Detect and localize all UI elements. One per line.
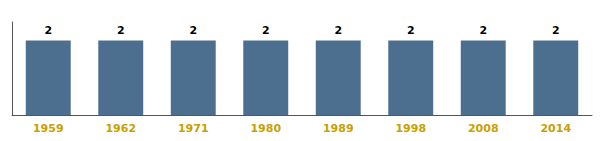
svg-text:2: 2 <box>407 24 415 37</box>
svg-text:1959: 1959 <box>33 122 64 135</box>
svg-text:2014: 2014 <box>540 122 571 135</box>
svg-text:2008: 2008 <box>468 122 499 135</box>
svg-text:2: 2 <box>479 24 487 37</box>
svg-text:2: 2 <box>189 24 197 37</box>
svg-text:2: 2 <box>117 24 125 37</box>
svg-text:1962: 1962 <box>105 122 136 135</box>
svg-text:1971: 1971 <box>178 122 209 135</box>
svg-text:1998: 1998 <box>395 122 426 135</box>
svg-text:2: 2 <box>262 24 270 37</box>
svg-text:2: 2 <box>44 24 52 37</box>
svg-text:1980: 1980 <box>250 122 281 135</box>
svg-text:2: 2 <box>334 24 342 37</box>
svg-text:1989: 1989 <box>323 122 354 135</box>
svg-text:2: 2 <box>552 24 560 37</box>
